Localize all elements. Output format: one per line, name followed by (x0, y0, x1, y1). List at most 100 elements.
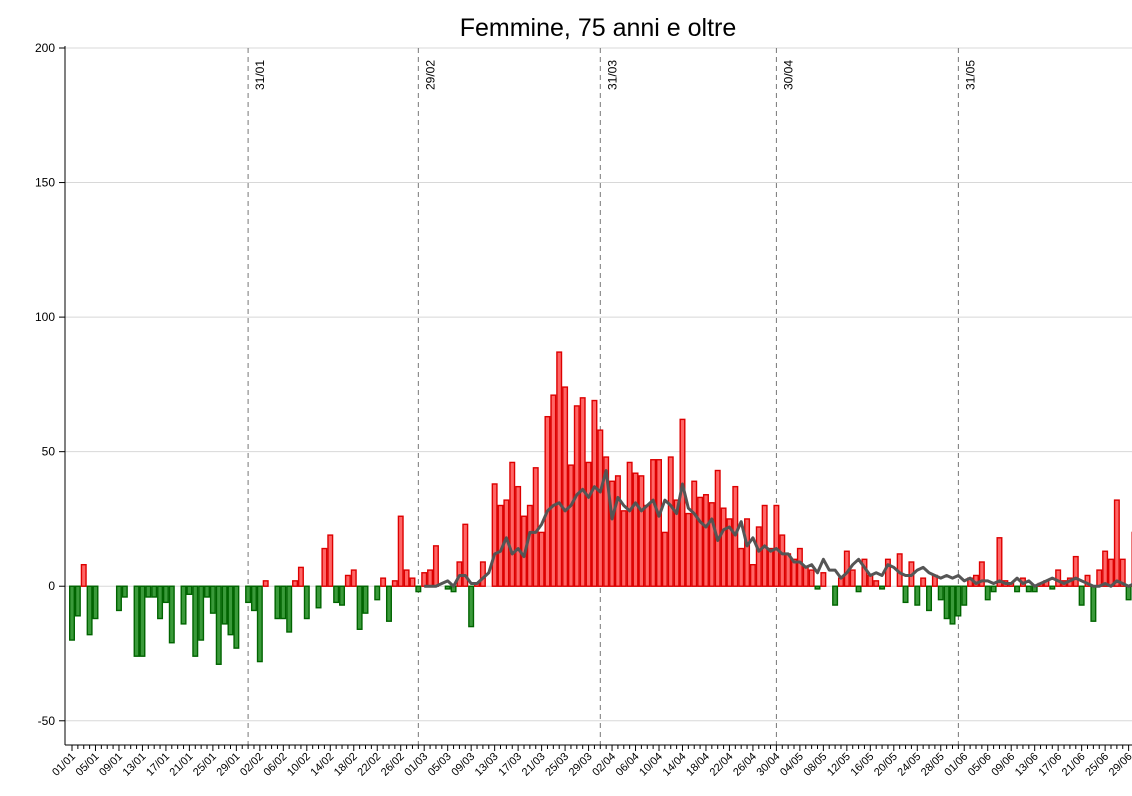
x-tick-label: 04/05 (778, 751, 806, 779)
bar (638, 475, 645, 587)
bar (1125, 585, 1132, 601)
bar (468, 585, 475, 628)
bar (491, 483, 498, 587)
bar (650, 459, 657, 587)
bar (597, 429, 604, 587)
x-tick-label: 06/04 (614, 751, 642, 779)
bar (685, 512, 692, 587)
bar (526, 504, 533, 587)
bar (432, 545, 439, 587)
x-tick-label: 24/05 (895, 751, 923, 779)
bar (256, 585, 263, 663)
bar (726, 518, 733, 587)
bar (855, 585, 862, 593)
x-tick-label: 09/06 (989, 751, 1017, 779)
bar (157, 585, 164, 620)
bar (1078, 585, 1085, 606)
bar (321, 547, 328, 587)
bar (333, 585, 340, 604)
x-tick-label: 01/01 (50, 751, 78, 779)
bar (262, 580, 269, 587)
line (424, 469, 1132, 588)
bar (914, 585, 921, 606)
bar (303, 585, 310, 620)
x-tick-label: 10/04 (637, 751, 665, 779)
bar (667, 456, 674, 587)
x-tick-label: 05/01 (74, 751, 102, 779)
x-tick-label: 17/06 (1036, 751, 1064, 779)
bar (955, 585, 962, 617)
bar (884, 558, 891, 587)
x-tick-label: 09/01 (97, 751, 125, 779)
bar (708, 502, 715, 587)
bar (221, 585, 228, 625)
bar (86, 585, 93, 636)
y-tick-label: 200 (35, 41, 55, 55)
reference-label: 31/03 (605, 60, 619, 90)
x-tick-label: 13/03 (473, 751, 501, 779)
x-tick-label: 25/01 (191, 751, 219, 779)
bar (873, 580, 880, 587)
bar (1096, 569, 1103, 587)
x-tick-label: 13/06 (1013, 751, 1041, 779)
bar (937, 585, 944, 601)
bar (233, 585, 240, 649)
bar (215, 585, 222, 665)
bar (374, 585, 381, 601)
bar (620, 510, 627, 587)
bar (315, 585, 322, 609)
x-tick-label: 16/05 (848, 751, 876, 779)
x-tick-label: 10/02 (285, 751, 313, 779)
bar (820, 572, 827, 587)
bar (791, 558, 798, 587)
x-tick-label: 26/02 (379, 751, 407, 779)
bar (961, 585, 968, 606)
bar (749, 563, 756, 587)
x-tick-label: 30/04 (755, 751, 783, 779)
bar (1090, 585, 1097, 622)
bar (767, 547, 774, 587)
bar (286, 585, 293, 633)
bar (867, 574, 874, 587)
bar (1014, 585, 1021, 593)
bar (274, 585, 281, 620)
x-tick-label: 28/05 (919, 751, 947, 779)
bar (80, 563, 87, 587)
bar (738, 547, 745, 587)
bar (403, 569, 410, 587)
bar (444, 585, 451, 590)
x-tick-label: 18/04 (684, 751, 712, 779)
bar (661, 531, 668, 587)
bar (380, 577, 387, 587)
bar (814, 585, 821, 590)
bar (280, 585, 287, 620)
bar (133, 585, 140, 657)
x-tick-label: 06/02 (261, 751, 289, 779)
bar (186, 585, 193, 595)
bar (198, 585, 205, 641)
bar (808, 569, 815, 587)
bar (562, 386, 569, 587)
reference-label: 31/05 (963, 60, 977, 90)
bar (344, 574, 351, 587)
bar (350, 569, 357, 587)
bar (250, 585, 257, 612)
x-tick-label: 25/06 (1083, 751, 1111, 779)
bar (74, 585, 81, 617)
bar (227, 585, 234, 636)
bar (755, 526, 762, 587)
x-tick-label: 02/04 (590, 751, 618, 779)
bar (92, 585, 99, 620)
bar (879, 585, 886, 590)
bar (556, 351, 563, 587)
bar (409, 577, 416, 587)
bar (385, 585, 392, 622)
bar (362, 585, 369, 614)
bar (68, 585, 75, 641)
bar (744, 518, 751, 587)
bar (168, 585, 175, 644)
bar (1072, 555, 1079, 587)
bar (339, 585, 346, 606)
bar (145, 585, 152, 598)
x-tick-label: 05/06 (966, 751, 994, 779)
